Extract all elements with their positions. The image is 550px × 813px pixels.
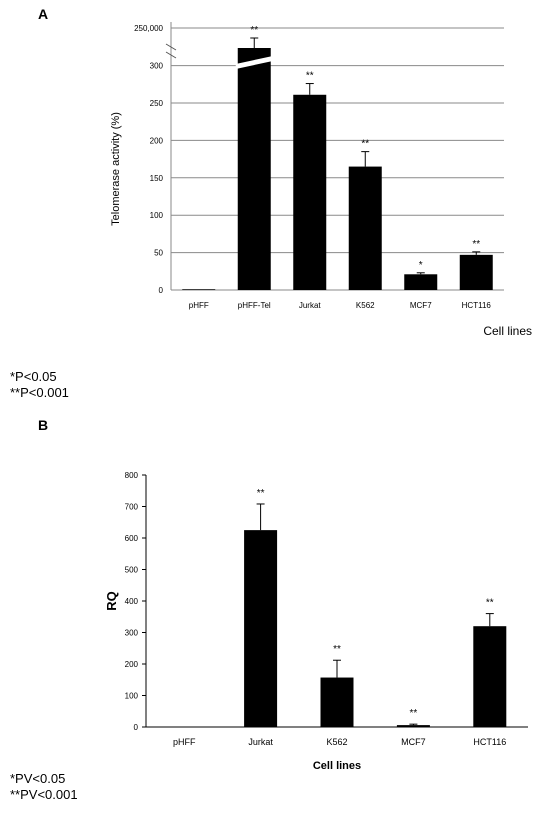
significance-note: **P<0.001: [10, 385, 69, 400]
x-tick-label: pHFF-Tel: [238, 301, 271, 310]
significance-marker: **: [410, 708, 418, 719]
significance-marker: **: [250, 25, 258, 36]
y-tick-label: 300: [150, 62, 164, 71]
x-axis-label: Cell lines: [483, 324, 532, 338]
y-tick-label: 300: [125, 629, 139, 638]
y-tick-label: 200: [125, 660, 139, 669]
y-tick-label: 0: [159, 286, 164, 295]
x-tick-label: MCF7: [410, 301, 432, 310]
y-tick-label: 400: [125, 597, 139, 606]
significance-marker: **: [472, 239, 480, 250]
y-tick-label: 0: [134, 723, 139, 732]
significance-marker: **: [306, 71, 314, 82]
y-tick-label: 50: [154, 249, 163, 258]
x-tick-label: HCT116: [473, 737, 506, 747]
significance-note: *PV<0.05: [10, 771, 66, 786]
panel-a-label: A: [38, 6, 49, 22]
bar: [348, 166, 382, 290]
x-tick-label: MCF7: [401, 737, 426, 747]
y-tick-label: 100: [125, 692, 139, 701]
y-tick-label: 700: [125, 503, 139, 512]
y-tick-label: 800: [125, 471, 139, 480]
bar: [396, 725, 430, 727]
y-tick-label: 200: [150, 136, 164, 145]
bar: [237, 48, 271, 290]
bar-break-mark: [235, 56, 273, 69]
significance-note: *P<0.05: [10, 369, 57, 384]
significance-marker: **: [333, 644, 341, 655]
significance-marker: **: [361, 139, 369, 150]
significance-note: **PV<0.001: [10, 787, 78, 802]
significance-marker: **: [486, 598, 494, 609]
y-axis-label: Telomerase activity (%): [110, 112, 122, 226]
bar: [244, 530, 278, 727]
x-tick-label: Jurkat: [299, 301, 322, 310]
x-axis-label: Cell lines: [313, 760, 361, 772]
bar: [293, 94, 327, 290]
panel-b-label: B: [38, 417, 49, 433]
y-tick-label: 150: [150, 174, 164, 183]
bar: [459, 254, 493, 290]
x-tick-label: K562: [326, 737, 347, 747]
x-tick-label: HCT116: [462, 301, 492, 310]
y-axis-label: RQ: [104, 591, 119, 611]
y-tick-label: 250,000: [134, 24, 163, 33]
panel-a-notes: *P<0.05 **P<0.001: [10, 369, 69, 401]
x-tick-label: Jurkat: [248, 737, 273, 747]
x-tick-label: pHFF: [173, 737, 196, 747]
panel-b-notes: *PV<0.05 **PV<0.001: [10, 771, 78, 803]
significance-marker: **: [257, 488, 265, 499]
axis-break-mark: [165, 43, 177, 59]
bar: [182, 289, 216, 290]
significance-marker: *: [419, 260, 423, 271]
y-tick-label: 600: [125, 534, 139, 543]
bar: [473, 626, 507, 727]
x-tick-label: K562: [356, 301, 375, 310]
y-tick-label: 500: [125, 566, 139, 575]
x-tick-label: pHFF: [189, 301, 209, 310]
bar: [320, 677, 354, 727]
bar: [404, 274, 438, 290]
y-tick-label: 100: [150, 211, 164, 220]
y-tick-label: 250: [150, 99, 164, 108]
